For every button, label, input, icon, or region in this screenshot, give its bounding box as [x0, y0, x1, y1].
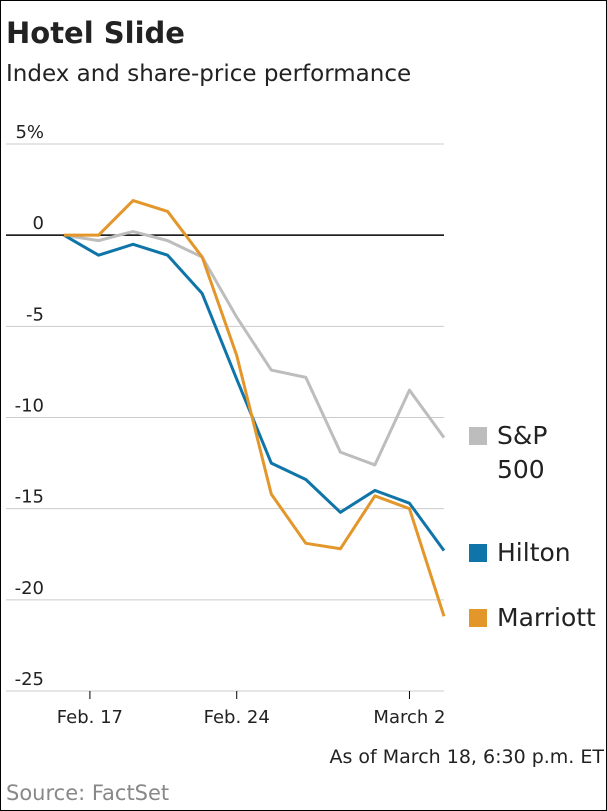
- legend-label: Hilton: [497, 538, 571, 567]
- legend-swatch: [469, 427, 487, 445]
- series-line: [64, 199, 446, 617]
- y-tick-label: -15: [15, 487, 44, 508]
- note: As of March 18, 6:30 p.m. ET: [329, 746, 604, 768]
- legend-label: Marriott: [497, 603, 596, 632]
- y-tick-label: -10: [15, 396, 44, 417]
- y-tick-label: 5%: [15, 122, 44, 143]
- x-tick-label: March 2: [373, 707, 445, 728]
- series-line: [63, 233, 446, 552]
- y-tick-label: -25: [15, 669, 44, 690]
- x-tick-label: Feb. 17: [57, 707, 123, 728]
- source: Source: FactSet: [6, 781, 169, 805]
- legend-swatch: [469, 609, 487, 627]
- chart-title: Hotel Slide: [6, 16, 185, 50]
- legend-item: Hilton: [469, 536, 577, 570]
- y-tick-label: 0: [33, 213, 44, 234]
- legend-item: Marriott: [469, 601, 596, 635]
- y-tick-label: -5: [26, 304, 44, 325]
- legend-swatch: [469, 544, 487, 562]
- legend-item: S&P 500: [469, 419, 577, 487]
- legend-label: S&P 500: [497, 421, 548, 484]
- x-tick-label: Feb. 24: [204, 707, 270, 728]
- subtitle: Index and share-price performance: [6, 61, 411, 87]
- series-line: [63, 230, 446, 467]
- y-tick-label: -20: [15, 578, 44, 599]
